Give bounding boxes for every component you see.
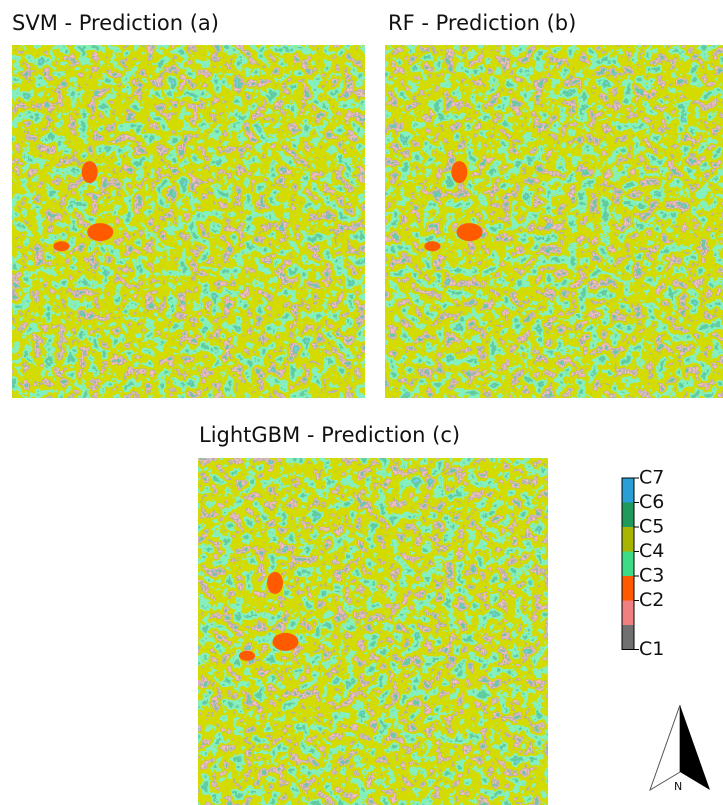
legend-swatch (622, 601, 634, 626)
classification-map (385, 45, 723, 398)
legend-swatch (622, 478, 634, 503)
classification-map (198, 458, 548, 805)
legend-swatch (622, 576, 634, 601)
panel-title: LightGBM - Prediction (c) (199, 423, 460, 447)
patch (267, 572, 283, 594)
patch (457, 223, 483, 241)
legend-label: C4 (639, 540, 664, 562)
panel-title: SVM - Prediction (a) (12, 11, 219, 35)
patch (53, 241, 69, 251)
arrow-left (650, 705, 680, 790)
patch (451, 161, 467, 183)
panel-title: RF - Prediction (b) (388, 11, 576, 35)
patch (273, 633, 299, 651)
legend-label: C6 (639, 491, 664, 513)
figure: SVM - Prediction (a) RF - Prediction (b)… (0, 0, 723, 805)
arrow-right (680, 705, 710, 790)
classification-map (12, 45, 365, 398)
legend-label: C5 (639, 516, 664, 538)
legend-swatch (622, 527, 634, 552)
patch (239, 651, 255, 661)
legend-swatch (622, 625, 634, 650)
legend-label: C3 (639, 565, 664, 587)
legend-swatch (622, 503, 634, 528)
legend-swatch (622, 552, 634, 577)
legend-label: C2 (639, 589, 664, 611)
north-label: N (674, 780, 682, 793)
north-arrow: N (650, 705, 710, 793)
legend-label: C7 (639, 467, 664, 489)
patch (424, 241, 440, 251)
patch (82, 161, 98, 183)
legend-label: C1 (639, 638, 664, 660)
patch (87, 223, 113, 241)
